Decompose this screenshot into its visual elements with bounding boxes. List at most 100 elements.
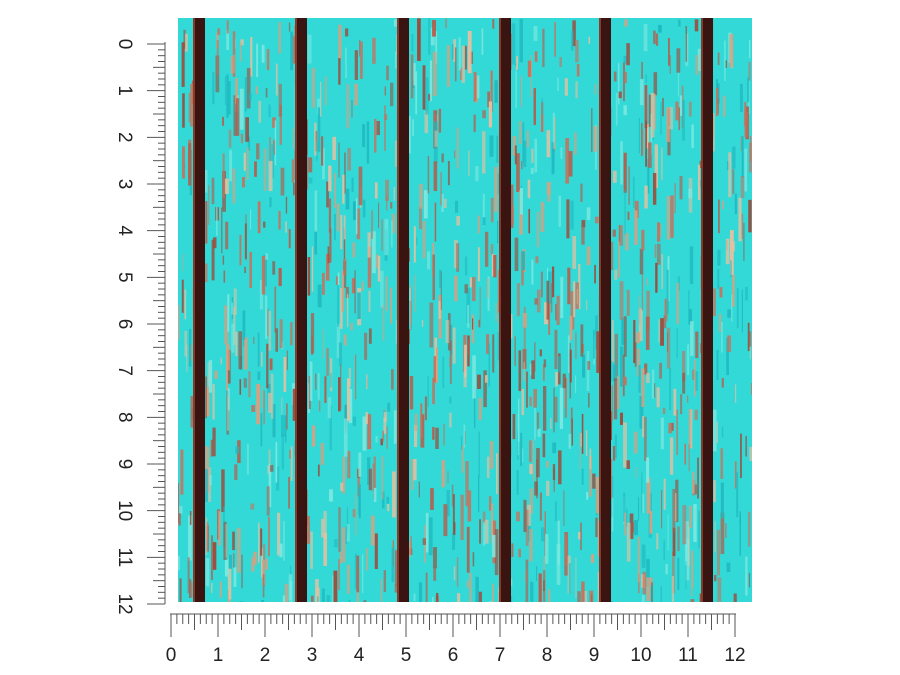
wood-grain xyxy=(410,288,412,330)
wood-grain xyxy=(458,37,461,71)
wood-grain xyxy=(646,372,650,384)
wood-grain xyxy=(429,302,434,348)
wood-grain xyxy=(610,601,614,602)
wood-grain xyxy=(528,208,531,234)
wood-grain xyxy=(516,470,519,495)
wood-grain xyxy=(184,330,187,357)
wood-grain xyxy=(546,130,551,158)
wood-grain xyxy=(484,375,488,383)
ruler-label: 1 xyxy=(114,85,135,96)
ruler-label: 9 xyxy=(589,645,600,666)
wood-grain xyxy=(188,329,192,367)
wood-grain xyxy=(626,289,630,316)
wood-grain xyxy=(311,67,316,108)
wood-grain xyxy=(240,39,244,46)
wood-grain xyxy=(347,378,350,421)
wood-grain xyxy=(529,464,533,475)
wood-grain xyxy=(227,294,230,332)
wood-grain xyxy=(484,519,489,544)
wood-grain xyxy=(410,54,414,99)
wood-grain xyxy=(270,373,274,419)
wood-grain xyxy=(439,269,442,288)
wood-grain xyxy=(329,228,332,263)
wood-grain xyxy=(346,523,350,542)
wood-grain xyxy=(266,486,270,516)
wood-grain xyxy=(285,221,287,233)
wood-grain xyxy=(695,371,698,391)
wood-grain xyxy=(181,42,185,87)
wood-grain xyxy=(346,507,349,535)
wood-grain xyxy=(435,30,438,64)
wood-grain xyxy=(699,179,703,188)
wood-grain xyxy=(351,100,353,118)
wood-grain xyxy=(744,111,749,138)
wood-grain xyxy=(288,476,290,509)
wood-grain xyxy=(536,412,540,431)
wood-grain xyxy=(749,331,752,347)
wood-grain xyxy=(269,358,273,371)
wood-grain xyxy=(256,383,260,425)
wood-grain xyxy=(364,332,368,360)
wood-grain xyxy=(385,195,388,211)
wood-grain xyxy=(713,480,716,503)
wood-grain xyxy=(378,202,380,229)
wood-grain xyxy=(314,230,318,255)
wood-grain xyxy=(478,431,480,478)
wood-grain xyxy=(661,253,664,290)
wood-grain xyxy=(622,354,625,397)
wood-grain xyxy=(180,449,184,495)
wood-grain xyxy=(449,412,452,428)
wood-grain xyxy=(239,234,242,266)
wood-grain xyxy=(220,357,222,365)
wood-grain xyxy=(338,342,343,366)
wood-grain xyxy=(472,355,476,399)
wood-grain xyxy=(677,276,680,291)
wood-grain xyxy=(250,37,253,77)
wood-grain xyxy=(522,312,527,328)
wood-grain xyxy=(229,554,233,569)
wood-grain xyxy=(225,221,229,250)
wood-grain xyxy=(409,285,411,325)
wood-grain xyxy=(615,92,618,126)
wood-grain xyxy=(362,124,366,148)
wood-grain xyxy=(558,450,562,485)
wood-grain xyxy=(347,450,351,479)
wood-grain xyxy=(338,24,342,60)
wood-grain xyxy=(309,361,313,401)
wood-grain xyxy=(664,298,667,317)
wood-grain xyxy=(394,584,399,593)
wood-grain xyxy=(516,511,520,522)
wood-grain xyxy=(285,196,288,214)
wood-grain xyxy=(433,161,438,192)
wood-grain xyxy=(316,587,320,602)
wood-grain xyxy=(516,153,520,193)
wood-grain xyxy=(384,105,386,151)
wood-grain xyxy=(188,92,192,123)
wood-grain xyxy=(233,567,237,587)
wood-grain xyxy=(212,383,215,420)
wood-grain xyxy=(354,553,357,589)
wood-grain xyxy=(723,95,726,117)
wood-grain xyxy=(319,400,321,412)
ruler-label: 8 xyxy=(114,412,135,423)
wood-grain xyxy=(435,427,439,449)
wood-grain xyxy=(546,460,549,468)
wood-grain xyxy=(583,590,587,602)
bottom-ruler: 0 1 2 3 4 5 6 7 8 9 10 11 12 xyxy=(166,614,746,666)
wood-grain xyxy=(211,177,215,205)
ruler-label: 12 xyxy=(724,645,745,666)
wood-grain xyxy=(281,433,285,470)
wood-grain xyxy=(229,150,233,182)
wood-grain xyxy=(429,60,432,102)
wood-grain xyxy=(290,446,293,481)
wood-grain xyxy=(238,331,243,370)
wood-grain xyxy=(289,565,292,577)
wood-grain xyxy=(367,457,371,485)
wood-grain xyxy=(690,599,695,602)
wood-grain xyxy=(489,601,493,602)
wood-grain xyxy=(225,524,227,558)
wood-grain xyxy=(662,98,664,117)
wood-grain xyxy=(678,19,681,27)
wood-grain xyxy=(689,246,694,285)
wood-grain xyxy=(540,102,544,132)
